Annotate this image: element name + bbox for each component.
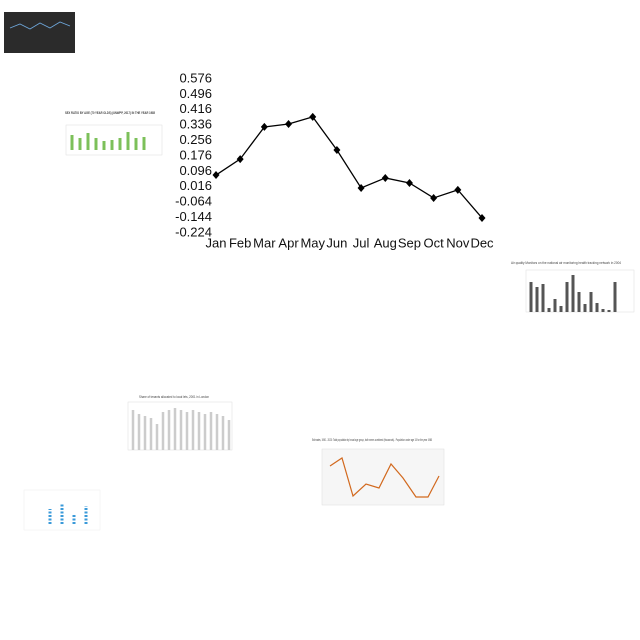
- thumbnail-sketch: [70, 132, 146, 150]
- line: [215, 116, 483, 219]
- marker: [212, 171, 220, 180]
- x-tick-label: Sep: [398, 235, 421, 250]
- marker: [405, 178, 413, 187]
- marker: [478, 213, 486, 222]
- y-tick-label: 0.256: [179, 132, 212, 147]
- y-tick-label: 0.176: [179, 147, 212, 162]
- marker: [381, 173, 389, 182]
- y-tick-label: 0.336: [179, 117, 212, 132]
- x-tick-label: Dec: [470, 235, 494, 250]
- y-tick-label: 0.096: [179, 163, 212, 178]
- x-tick-label: Feb: [229, 235, 251, 250]
- marker: [430, 193, 438, 202]
- x-tick-label: Mar: [253, 235, 276, 250]
- y-tick-label: 0.496: [179, 86, 212, 101]
- thumbnail-sketch: [9, 21, 71, 30]
- marker: [285, 120, 293, 129]
- thumbnail-title: Estimates, 1950 - 2020: Total population…: [312, 437, 432, 442]
- marker: [236, 155, 244, 164]
- thumbnail-air-quality: Air quality Monitors on the national air…: [511, 260, 635, 313]
- thumbnail-frame: [4, 12, 75, 53]
- y-tick-label: 0.576: [179, 70, 212, 85]
- y-tick-label: 0.416: [179, 101, 212, 116]
- x-tick-label: Nov: [446, 235, 470, 250]
- marker: [357, 183, 365, 192]
- marker: [309, 112, 317, 121]
- thumbnail-dark: [4, 12, 75, 53]
- thumbnail-sketch: [131, 408, 231, 450]
- x-tick-label: Jun: [326, 235, 347, 250]
- x-tick-label: Jan: [206, 235, 227, 250]
- thumbnail-title: Air quality Monitors on the national air…: [511, 260, 622, 265]
- thumbnail-title: SEX RATIO BY AGE (70 YEAR OLDS) (UNWPP, …: [65, 110, 156, 115]
- y-tick-label: 0.016: [179, 178, 212, 193]
- thumbnail-population: Estimates, 1950 - 2020: Total population…: [312, 437, 445, 506]
- marker: [454, 185, 462, 194]
- x-tick-label: May: [300, 235, 325, 250]
- x-tick-label: Jul: [353, 235, 370, 250]
- thumbnail-title: Share of tenants allocated to local lets…: [139, 394, 209, 399]
- x-tick-label: Apr: [278, 235, 299, 250]
- thumbnail-sex-ratio: SEX RATIO BY AGE (70 YEAR OLDS) (UNWPP, …: [65, 110, 163, 156]
- thumbnail-frame: [23, 489, 101, 531]
- thumbnail-sketch: [529, 275, 617, 312]
- x-tick-label: Oct: [424, 235, 445, 250]
- thumbnail-frame: [65, 124, 163, 156]
- marker: [260, 122, 268, 131]
- y-tick-label: -0.224: [175, 224, 212, 239]
- thumbnail-sketch: [329, 457, 440, 498]
- x-tick-label: Aug: [374, 235, 397, 250]
- thumbnail-tenants: Share of tenants allocated to local lets…: [127, 394, 233, 451]
- marker: [333, 146, 341, 155]
- thumbnail-dots: [23, 489, 101, 531]
- y-tick-label: -0.144: [175, 209, 212, 224]
- thumbnail-sketch: [48, 504, 88, 524]
- y-tick-label: -0.064: [175, 194, 212, 209]
